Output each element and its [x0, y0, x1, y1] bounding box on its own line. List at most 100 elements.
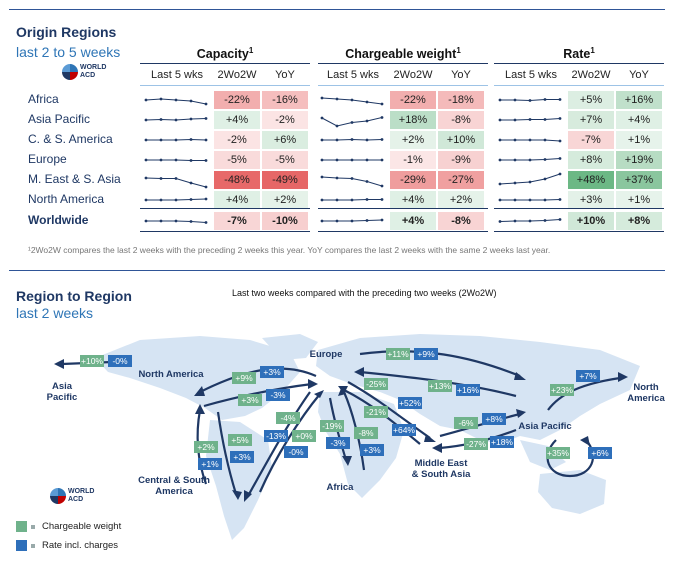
- sparkline-point: [189, 198, 193, 201]
- sparkline-point: [543, 158, 547, 161]
- sparkline-point: [189, 159, 193, 162]
- sparkline-point: [365, 100, 369, 104]
- sparkline-point: [513, 158, 517, 162]
- sparkline-point: [543, 138, 547, 142]
- table-cell: +10%: [438, 131, 484, 149]
- flow-rate-badge: +52%: [398, 397, 422, 409]
- flow-rate-badge: +64%: [392, 424, 416, 436]
- table-cell: -2%: [214, 131, 260, 149]
- worldwide-top-line-2: [318, 208, 488, 209]
- flow-weight-badge: +23%: [550, 384, 574, 396]
- row-label: M. East & S. Asia: [28, 172, 121, 186]
- sparkline-point: [528, 138, 532, 142]
- table-cell: +1%: [616, 131, 662, 149]
- flow-weight-badge: +2%: [194, 441, 218, 453]
- sparkline-point: [335, 198, 339, 202]
- sparkline-point: [498, 220, 502, 223]
- subheader-line-1: [140, 85, 310, 86]
- table-cell: +4%: [214, 191, 260, 209]
- flow-rate-badge: +3%: [260, 366, 284, 378]
- rate-header-line: [494, 63, 664, 64]
- sparkline-point: [174, 198, 178, 202]
- flow-weight-badge: -21%: [364, 406, 388, 418]
- weight-col-yoy: YoY: [451, 69, 471, 81]
- table-cell: +4%: [390, 212, 436, 230]
- table-cell: +6%: [262, 131, 308, 149]
- sparkline-point: [543, 98, 547, 101]
- sparkline-point: [174, 219, 178, 223]
- flow-csa-eu: [258, 393, 321, 493]
- flow-weight-badge: -19%: [320, 420, 344, 432]
- sparkline-point: [498, 98, 502, 102]
- row-label: C. & S. America: [28, 132, 113, 146]
- sparkline-point: [528, 198, 532, 202]
- sparkline-point: [335, 97, 339, 101]
- sparkline-point: [159, 138, 163, 142]
- sparkline-point: [335, 219, 339, 223]
- table-cell: +1%: [616, 191, 662, 209]
- table-cell: -8%: [438, 212, 484, 230]
- worldwide-bottom-line: [140, 231, 310, 232]
- worldwide-top-line: [140, 208, 310, 209]
- sparkline-point: [144, 118, 148, 122]
- sparkline-point: [350, 121, 354, 124]
- label-europe: Europe: [309, 349, 343, 360]
- sparkline-point: [204, 185, 208, 189]
- capacity-col-yoy: YoY: [275, 69, 295, 81]
- sparkline-point: [380, 116, 384, 119]
- sparkline-point: [204, 197, 208, 201]
- label-asia-pacific-east: Asia Pacific: [518, 421, 572, 432]
- sparkline-point: [558, 139, 562, 143]
- sparkline-point: [543, 198, 547, 202]
- sparkline-point: [320, 219, 324, 223]
- table-cell: +2%: [390, 131, 436, 149]
- capacity-header: Capacity1: [196, 46, 254, 62]
- table-cell: -1%: [390, 151, 436, 169]
- table-cell: +2%: [438, 191, 484, 209]
- flow-weight-badge: +10%: [80, 355, 104, 367]
- table-cell: -22%: [214, 91, 260, 109]
- sparkline-point: [365, 138, 369, 142]
- sparkline-point: [320, 158, 324, 162]
- flow-weight-badge: +3%: [238, 394, 262, 406]
- sparkline-point: [204, 159, 208, 162]
- legend-label-rate: Rate incl. charges: [42, 540, 119, 551]
- table-cell: -29%: [390, 171, 436, 189]
- flow-weight-badge: -27%: [464, 438, 488, 450]
- label-asia-pacific-west: Asia Pacific: [46, 381, 78, 403]
- flow-na-csa: [216, 411, 238, 495]
- table-cell: -22%: [390, 91, 436, 109]
- table-cell: +18%: [390, 111, 436, 129]
- sparkline-point: [174, 138, 178, 142]
- sparkline-point: [159, 118, 163, 121]
- sparkline-point: [189, 99, 193, 103]
- sparkline-point: [543, 219, 547, 222]
- table-cell: -48%: [214, 171, 260, 189]
- legend-swatch-weight: [16, 521, 27, 532]
- sparkline-point: [189, 117, 193, 121]
- south-america-landmass: [206, 420, 272, 540]
- sparkline-point: [528, 158, 532, 162]
- sparkline-point: [144, 219, 148, 223]
- sparkline-point: [558, 198, 562, 201]
- sparkline-point: [335, 124, 339, 128]
- sparkline-point: [498, 138, 502, 142]
- sparkline-point: [513, 198, 517, 202]
- sparkline-point: [159, 97, 163, 101]
- sparkline-point: [320, 198, 324, 202]
- table-cell: +5%: [568, 91, 614, 109]
- sparkline-point: [159, 198, 163, 202]
- australia-landmass: [538, 470, 606, 514]
- flow-rate-badge: +16%: [456, 384, 480, 396]
- worldwide-bottom-line-3: [494, 231, 664, 232]
- sparkline-point: [498, 198, 502, 202]
- sparkline-point: [528, 180, 532, 184]
- sparkline-point: [380, 138, 384, 141]
- sparkline-point: [365, 198, 369, 201]
- legend-bullet-weight: [31, 525, 35, 529]
- table-cell: -18%: [438, 91, 484, 109]
- flow-weight-badge: -25%: [364, 378, 388, 390]
- weight-header-line: [318, 63, 488, 64]
- legend-bullet-rate: [31, 544, 35, 548]
- flow-eu-na-upper: [199, 367, 317, 393]
